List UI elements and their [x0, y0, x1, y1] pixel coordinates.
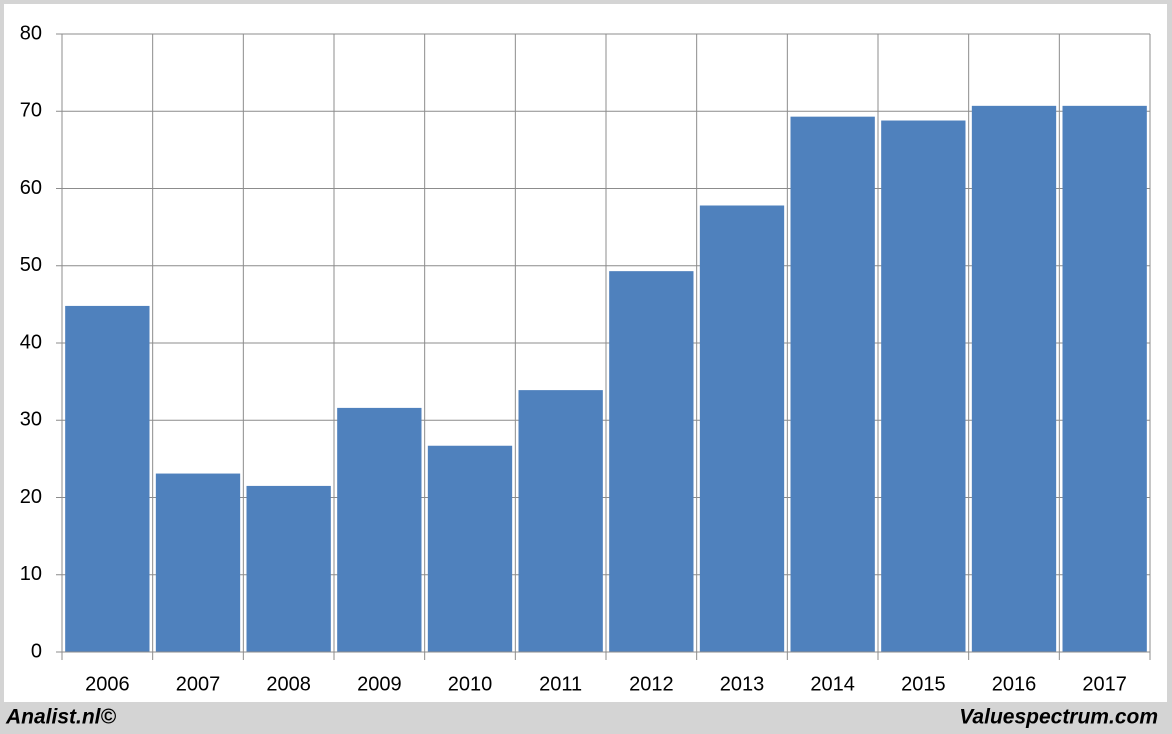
y-tick-label: 70 — [20, 100, 42, 122]
credit-right: Valuespectrum.com — [959, 706, 1158, 729]
bar — [246, 485, 331, 652]
y-tick-label: 50 — [20, 254, 42, 276]
x-tick-label: 2015 — [901, 673, 946, 695]
x-tick-label: 2009 — [357, 673, 402, 695]
x-tick-label: 2008 — [266, 673, 311, 695]
bar — [1062, 105, 1147, 652]
y-tick-label: 20 — [20, 486, 42, 508]
x-tick-label: 2012 — [629, 673, 674, 695]
x-tick-label: 2017 — [1082, 673, 1127, 695]
x-tick-label: 2007 — [176, 673, 221, 695]
x-tick-label: 2014 — [810, 673, 855, 695]
y-tick-label: 80 — [20, 22, 42, 44]
bar — [790, 116, 875, 653]
bar — [337, 407, 422, 652]
bar — [881, 120, 966, 652]
bar — [971, 105, 1057, 652]
y-tick-label: 40 — [20, 331, 42, 353]
y-tick-label: 0 — [31, 640, 42, 662]
bar — [699, 205, 785, 652]
y-tick-label: 10 — [20, 563, 42, 585]
x-tick-label: 2016 — [992, 673, 1037, 695]
bar — [427, 445, 513, 652]
bar — [155, 473, 241, 652]
bar — [65, 305, 150, 652]
bar — [518, 390, 603, 652]
x-tick-label: 2013 — [720, 673, 765, 695]
x-tick-label: 2011 — [539, 673, 582, 695]
x-tick-label: 2010 — [448, 673, 493, 695]
credit-left: Analist.nl© — [5, 706, 117, 729]
y-tick-label: 60 — [20, 177, 42, 199]
x-tick-label: 2006 — [85, 673, 130, 695]
bar — [609, 271, 694, 652]
y-tick-label: 30 — [20, 409, 42, 431]
